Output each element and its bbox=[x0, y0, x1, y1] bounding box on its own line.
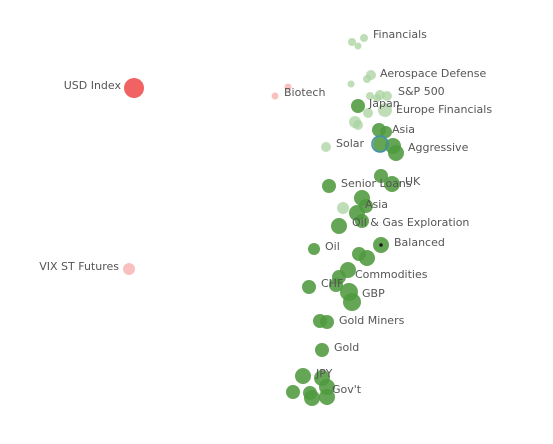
bubble-point[interactable] bbox=[347, 80, 355, 88]
bubble-point[interactable] bbox=[388, 145, 404, 161]
bubble-point[interactable] bbox=[384, 176, 400, 192]
label-jpy: JPY bbox=[315, 367, 333, 380]
bubble-point[interactable] bbox=[353, 120, 363, 130]
label-europe-financials: Europe Financials bbox=[396, 103, 492, 116]
bubble-point[interactable] bbox=[373, 136, 389, 152]
bubble-point[interactable] bbox=[124, 78, 144, 98]
bubble-point[interactable] bbox=[286, 385, 300, 399]
label-biotech: Biotech bbox=[284, 86, 325, 99]
balanced-marker-dot bbox=[379, 243, 383, 247]
bubble-point[interactable] bbox=[295, 368, 311, 384]
label-asia-middle: Asia bbox=[365, 198, 388, 211]
bubble-point[interactable] bbox=[308, 243, 320, 255]
label-aggressive: Aggressive bbox=[408, 141, 469, 154]
bubble-point[interactable] bbox=[284, 83, 292, 91]
label-senior-loans: Senior Loans bbox=[341, 177, 412, 190]
bubble-point[interactable] bbox=[302, 280, 316, 294]
selected-bubble-ring bbox=[371, 135, 389, 153]
bubble-point[interactable] bbox=[331, 218, 347, 234]
bubble-point[interactable] bbox=[351, 99, 365, 113]
bubble-point[interactable] bbox=[360, 34, 368, 42]
bubble-point[interactable] bbox=[359, 250, 375, 266]
bubble-point[interactable] bbox=[319, 389, 335, 405]
bubble-point[interactable] bbox=[320, 315, 334, 329]
bubble-point[interactable] bbox=[366, 92, 374, 100]
bubble-point[interactable] bbox=[123, 263, 135, 275]
bubble-point[interactable] bbox=[363, 75, 371, 83]
label-chf: CHF bbox=[321, 277, 343, 290]
bubble-point[interactable] bbox=[337, 202, 349, 214]
label-sp500: S&P 500 bbox=[398, 85, 445, 98]
label-gbp: GBP bbox=[362, 287, 385, 300]
label-uk: UK bbox=[405, 175, 421, 188]
bubble-point[interactable] bbox=[271, 92, 279, 100]
label-govt: Gov't bbox=[332, 383, 362, 396]
label-oil: Oil bbox=[325, 240, 340, 253]
bubble-point[interactable] bbox=[348, 38, 356, 46]
label-gold-miners: Gold Miners bbox=[339, 314, 405, 327]
bubble-point[interactable] bbox=[374, 169, 388, 183]
label-gold: Gold bbox=[334, 341, 359, 354]
bubble-point[interactable] bbox=[373, 94, 381, 102]
bubble-point[interactable] bbox=[378, 103, 392, 117]
bubble-point[interactable] bbox=[343, 293, 361, 311]
label-japan: Japan bbox=[368, 97, 400, 110]
bubble-point[interactable] bbox=[355, 214, 369, 228]
label-asia-top: Asia bbox=[392, 123, 415, 136]
label-oil-gas-exploration: Oil & Gas Exploration bbox=[352, 216, 469, 229]
label-vix-st-futures: VIX ST Futures bbox=[39, 260, 119, 273]
label-balanced: Balanced bbox=[394, 236, 445, 249]
label-layer: Financials USD Index Aerospace Defense S… bbox=[39, 28, 492, 396]
bubble-point[interactable] bbox=[304, 390, 320, 406]
bubble-point[interactable] bbox=[363, 108, 373, 118]
bubble-point[interactable] bbox=[322, 179, 336, 193]
label-aerospace-defense: Aerospace Defense bbox=[380, 67, 486, 80]
bubble-point[interactable] bbox=[382, 91, 392, 101]
label-solar: Solar bbox=[336, 137, 365, 150]
bubble-point[interactable] bbox=[380, 126, 392, 138]
bubble-point[interactable] bbox=[321, 142, 331, 152]
label-financials: Financials bbox=[373, 28, 427, 41]
bubble-layer bbox=[123, 34, 404, 406]
bubble-point[interactable] bbox=[354, 42, 362, 50]
bubble-point[interactable] bbox=[315, 343, 329, 357]
highlight-layer bbox=[371, 135, 389, 247]
label-commodities: Commodities bbox=[355, 268, 428, 281]
label-usd-index: USD Index bbox=[64, 79, 122, 92]
bubble-point[interactable] bbox=[329, 278, 343, 292]
